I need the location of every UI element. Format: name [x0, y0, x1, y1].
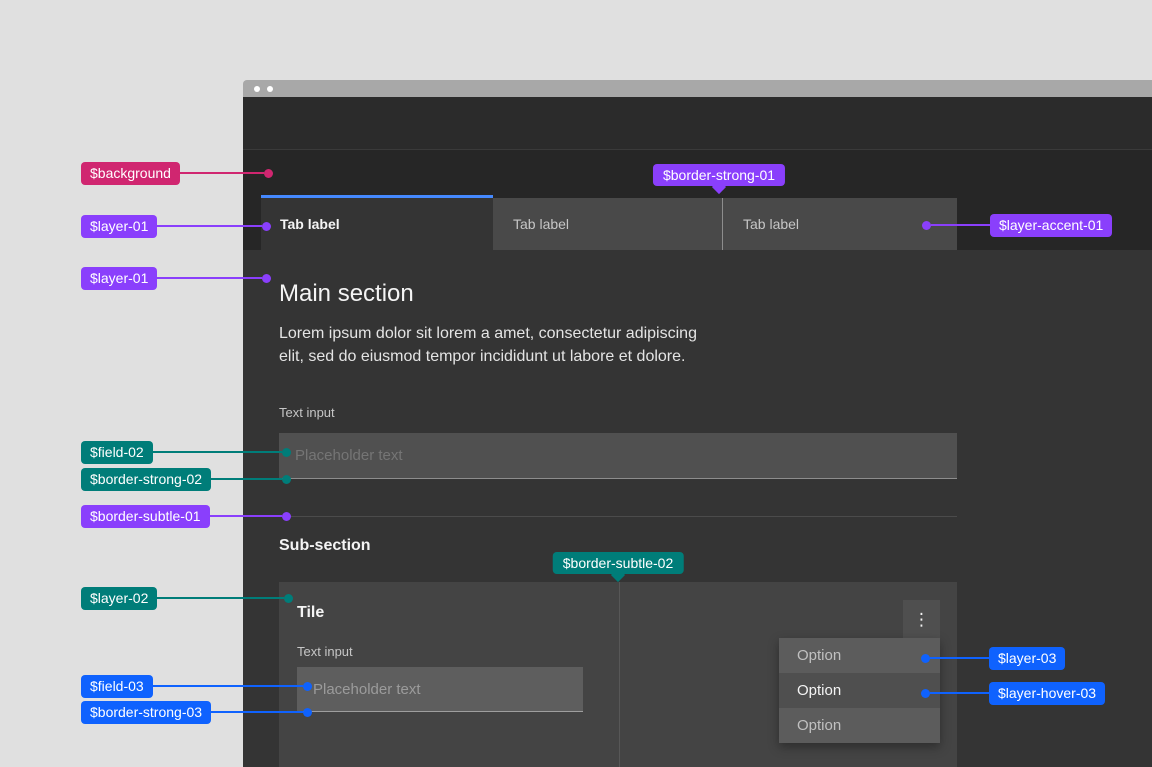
- tab-selected[interactable]: Tab label: [261, 195, 493, 250]
- annotation-border-strong-03: $border-strong-03: [81, 700, 312, 724]
- annotation-dot: [282, 474, 291, 484]
- overflow-menu-vertical-icon: ⋮: [913, 609, 930, 629]
- annotation-border-strong-02: $border-strong-02: [81, 467, 291, 491]
- annotation-line: [157, 597, 284, 599]
- annotation-label: $layer-01: [81, 214, 158, 238]
- tab-3[interactable]: Tab label: [723, 198, 957, 250]
- annotation-label: $background: [81, 161, 180, 185]
- annotation-dot: [282, 447, 291, 457]
- annotation-dot: [262, 221, 271, 231]
- annotation-line: [152, 685, 303, 687]
- text-input-field[interactable]: [279, 433, 957, 479]
- annotation-dot: [284, 593, 293, 603]
- tile: Tile Text input ⋮ Option Option Option: [279, 582, 957, 767]
- section-divider: [279, 516, 957, 517]
- annotation-line: [211, 478, 282, 480]
- body-text-line: Lorem ipsum dolor sit lorem a amet, cons…: [279, 325, 697, 342]
- annotation-line: [930, 657, 989, 659]
- body-text-line: elit, sed do eiusmod tempor incididunt u…: [279, 348, 686, 365]
- annotation-layer-01: $layer-01: [81, 266, 271, 290]
- annotation-layer-01: $layer-01: [81, 214, 271, 238]
- annotation-dot: [264, 168, 273, 178]
- annotation-dot: [303, 681, 312, 691]
- context-menu: Option Option Option: [779, 638, 940, 743]
- tab-label: Tab label: [280, 216, 340, 232]
- content-panel: Main section Lorem ipsum dolor sit lorem…: [243, 250, 1152, 767]
- tab-label: Tab label: [513, 216, 570, 232]
- annotation-label: $border-strong-02: [81, 467, 212, 491]
- annotation-label: $layer-hover-03: [989, 681, 1106, 705]
- annotation-field-03: $field-03: [81, 674, 312, 698]
- menu-option-label: Option: [797, 682, 842, 699]
- menu-option-label: Option: [797, 717, 842, 734]
- annotation-layer-02: $layer-02: [81, 586, 293, 610]
- annotation-dot: [921, 653, 930, 663]
- annotation-line: [211, 711, 303, 713]
- annotation-border-subtle-01: $border-subtle-01: [81, 504, 291, 528]
- annotation-line: [931, 224, 990, 226]
- annotation-line: [157, 225, 262, 227]
- annotation-label: $layer-02: [81, 586, 158, 610]
- annotation-label: $field-02: [81, 440, 153, 464]
- text-input-label: Text input: [297, 644, 353, 659]
- subsection-heading: Sub-section: [279, 537, 371, 554]
- text-input-label: Text input: [279, 405, 335, 420]
- annotation-dot: [262, 273, 271, 283]
- annotation-dot: [921, 688, 930, 698]
- tile-divider: [619, 582, 620, 767]
- annotation-line: [209, 515, 282, 517]
- annotation-dot: [922, 220, 931, 230]
- menu-option[interactable]: Option: [779, 638, 940, 673]
- annotation-line: [930, 692, 989, 694]
- annotation-label: $layer-03: [989, 646, 1066, 670]
- annotation-layer-03: $layer-03: [921, 646, 1066, 670]
- tile-text-input-field[interactable]: [297, 667, 583, 712]
- annotation-layer-accent-01: $layer-accent-01: [922, 213, 1113, 237]
- browser-header-bar: [243, 97, 1152, 150]
- annotation-line: [152, 451, 282, 453]
- overflow-menu-button[interactable]: ⋮: [903, 600, 940, 638]
- annotation-dot: [282, 511, 291, 521]
- annotation-label: $border-strong-03: [81, 700, 212, 724]
- tile-heading: Tile: [297, 604, 325, 621]
- menu-option-hovered[interactable]: Option: [779, 673, 940, 708]
- window-control-dot[interactable]: [267, 86, 273, 92]
- main-section-heading: Main section: [279, 280, 414, 307]
- annotation-label: $border-subtle-01: [81, 504, 210, 528]
- annotation-line: [157, 277, 262, 279]
- annotation-label: $layer-01: [81, 266, 158, 290]
- window-control-dot[interactable]: [254, 86, 260, 92]
- menu-option[interactable]: Option: [779, 708, 940, 743]
- body-text: Lorem ipsum dolor sit lorem a amet, cons…: [279, 322, 697, 368]
- annotation-label: $layer-accent-01: [990, 213, 1113, 237]
- annotation-line: [179, 172, 264, 174]
- tab-2[interactable]: Tab label: [493, 198, 723, 250]
- annotation-dot: [303, 707, 312, 717]
- annotation-field-02: $field-02: [81, 440, 291, 464]
- annotation-border-subtle-02: $border-subtle-02: [552, 552, 684, 574]
- tab-label: Tab label: [743, 216, 800, 232]
- annotation-layer-hover-03: $layer-hover-03: [921, 681, 1106, 705]
- annotation-background: $background: [81, 161, 273, 185]
- annotation-label: $field-03: [81, 674, 153, 698]
- window-titlebar[interactable]: [243, 80, 1152, 97]
- menu-option-label: Option: [797, 647, 842, 664]
- annotation-border-strong-01: $border-strong-01: [652, 164, 786, 186]
